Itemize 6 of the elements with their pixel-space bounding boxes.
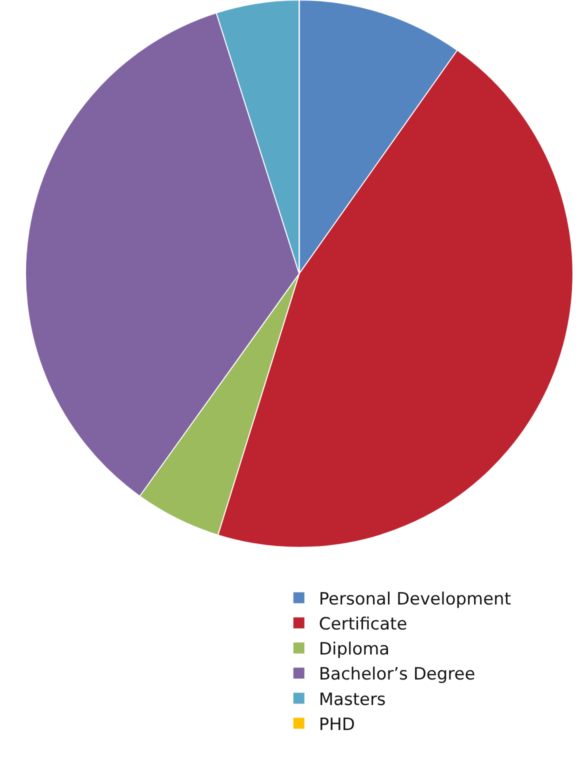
legend-label: PHD [318,714,356,735]
legend-label: Masters [318,690,386,710]
legend-label: Diploma [318,640,390,660]
legend-label: Bachelor’s Degree [318,664,476,685]
legend-label: Personal Development [318,589,512,610]
legend-label: Certificate [318,614,408,635]
